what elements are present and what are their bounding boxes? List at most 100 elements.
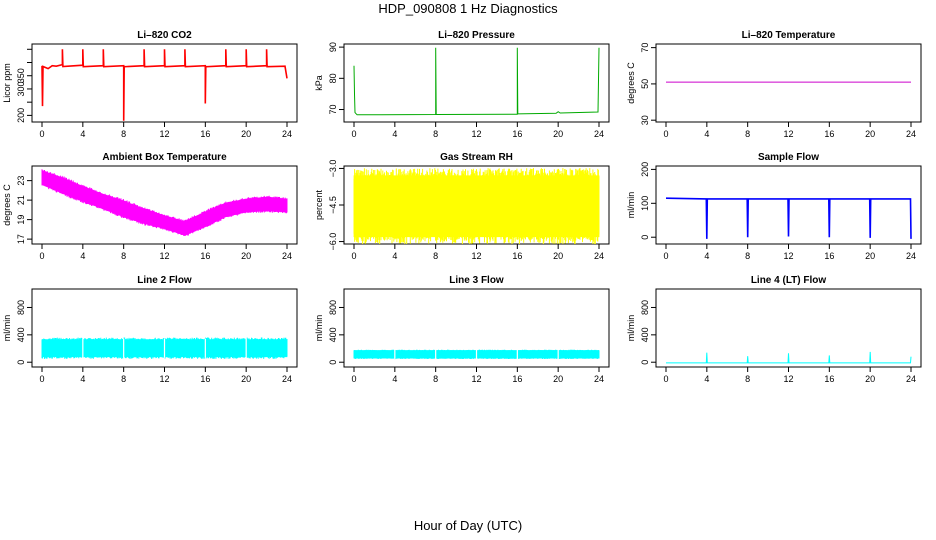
series-line xyxy=(665,197,912,239)
x-tick-label: 16 xyxy=(824,251,834,261)
x-tick-label: 4 xyxy=(704,374,709,384)
x-tick-label: 20 xyxy=(865,374,875,384)
x-axis-title: Hour of Day (UTC) xyxy=(413,518,523,533)
y-tick-label: −6.0 xyxy=(328,233,338,251)
y-tick-label: 70 xyxy=(640,43,650,53)
series-noise xyxy=(41,169,288,236)
y-axis-label: percent xyxy=(314,189,324,220)
x-tick-label: 24 xyxy=(906,374,916,384)
x-tick-label: 24 xyxy=(594,251,604,261)
x-tick-label: 0 xyxy=(351,374,356,384)
x-tick-label: 20 xyxy=(241,251,251,261)
x-tick-label: 16 xyxy=(824,374,834,384)
panel-line2-flow: Line 2 Flow 0 4 8 12 16 20 24 0 400 800 ml/min xyxy=(2,275,298,384)
x-tick-label: 8 xyxy=(433,251,438,261)
y-tick-label: −4.5 xyxy=(328,196,338,214)
x-tick-label: 8 xyxy=(745,129,750,139)
x-tick-label: 20 xyxy=(553,374,563,384)
plot-data xyxy=(666,351,912,364)
x-tick-label: 0 xyxy=(39,251,44,261)
x-tick-label: 8 xyxy=(745,374,750,384)
x-tick-label: 4 xyxy=(392,374,397,384)
x-tick-label: 4 xyxy=(704,251,709,261)
x-tick-label: 24 xyxy=(906,129,916,139)
y-axis-label: degrees C xyxy=(626,62,636,104)
x-tick-label: 20 xyxy=(553,251,563,261)
x-tick-label: 4 xyxy=(392,251,397,261)
series-line xyxy=(353,47,600,116)
y-tick-label: 300 xyxy=(16,81,26,96)
x-tick-label: 16 xyxy=(512,374,522,384)
y-tick-label: 21 xyxy=(16,195,26,205)
x-tick-label: 12 xyxy=(159,251,169,261)
x-tick-label: 0 xyxy=(39,374,44,384)
x-tick-label: 16 xyxy=(200,129,210,139)
plot-data xyxy=(41,169,288,236)
y-tick-label: 17 xyxy=(16,234,26,244)
x-tick-label: 12 xyxy=(159,374,169,384)
y-axis-label: ml/min xyxy=(626,192,636,219)
x-tick-label: 12 xyxy=(159,129,169,139)
y-tick-label: 0 xyxy=(640,235,650,240)
y-tick-label: 800 xyxy=(16,300,26,315)
x-tick-label: 12 xyxy=(471,129,481,139)
panel-title: Ambient Box Temperature xyxy=(102,152,227,163)
y-axis-label: kPa xyxy=(314,75,324,91)
y-tick-label: 100 xyxy=(640,196,650,211)
x-tick-label: 16 xyxy=(200,251,210,261)
panel-line3-flow: Line 3 Flow 0 4 8 12 16 20 24 0 400 800 ml/min xyxy=(314,275,610,384)
x-tick-label: 4 xyxy=(392,129,397,139)
panel-title: Li–820 CO2 xyxy=(137,30,192,41)
x-tick-label: 20 xyxy=(865,129,875,139)
x-tick-label: 16 xyxy=(512,251,522,261)
series-line xyxy=(41,49,288,121)
y-tick-label: 80 xyxy=(328,73,338,83)
panel-rh: Gas Stream RH 0 4 8 12 16 20 24 −6.0 −4.5 −3.0 perc… xyxy=(314,152,610,261)
panel-title: Line 4 (LT) Flow xyxy=(751,275,827,286)
plot-data xyxy=(665,197,912,239)
x-tick-label: 8 xyxy=(121,374,126,384)
y-tick-label: 90 xyxy=(328,42,338,52)
x-tick-label: 8 xyxy=(433,129,438,139)
x-tick-label: 0 xyxy=(351,129,356,139)
plot-data xyxy=(353,47,600,116)
x-tick-label: 0 xyxy=(663,374,668,384)
x-tick-label: 8 xyxy=(121,251,126,261)
x-tick-label: 20 xyxy=(241,129,251,139)
y-axis-label: ml/min xyxy=(626,315,636,342)
y-tick-label: 19 xyxy=(16,215,26,225)
panel-sample-flow: Sample Flow 0 4 8 12 16 20 24 0 100 200 ml/min xyxy=(626,152,922,261)
y-tick-label: 23 xyxy=(16,176,26,186)
y-tick-label: 70 xyxy=(328,105,338,115)
x-tick-label: 4 xyxy=(80,251,85,261)
panel-title: Gas Stream RH xyxy=(440,152,513,163)
x-tick-label: 0 xyxy=(663,129,668,139)
series-line xyxy=(666,351,912,364)
y-tick-label: −3.0 xyxy=(328,160,338,178)
y-tick-label: 0 xyxy=(328,360,338,365)
y-axis-label: ml/min xyxy=(314,315,324,342)
x-tick-label: 20 xyxy=(865,251,875,261)
x-tick-label: 24 xyxy=(594,129,604,139)
plot-frame xyxy=(343,43,610,123)
y-tick-label: 350 xyxy=(16,68,26,83)
x-tick-label: 8 xyxy=(745,251,750,261)
y-tick-label: 800 xyxy=(328,300,338,315)
x-tick-label: 20 xyxy=(241,374,251,384)
x-tick-label: 16 xyxy=(200,374,210,384)
x-tick-label: 16 xyxy=(824,129,834,139)
panel-licor-temp: Li–820 Temperature 0 4 8 12 16 20 24 30 50 70 degre… xyxy=(626,30,922,139)
x-tick-label: 4 xyxy=(80,374,85,384)
panel-title: Li–820 Temperature xyxy=(742,30,836,41)
y-tick-label: 200 xyxy=(16,108,26,123)
x-tick-label: 24 xyxy=(594,374,604,384)
panel-title: Line 2 Flow xyxy=(137,275,192,286)
x-tick-label: 24 xyxy=(282,251,292,261)
x-tick-label: 0 xyxy=(39,129,44,139)
y-tick-label: 400 xyxy=(328,327,338,342)
x-tick-label: 4 xyxy=(80,129,85,139)
y-tick-label: 0 xyxy=(640,360,650,365)
plot-data xyxy=(41,49,288,121)
x-tick-label: 12 xyxy=(471,374,481,384)
